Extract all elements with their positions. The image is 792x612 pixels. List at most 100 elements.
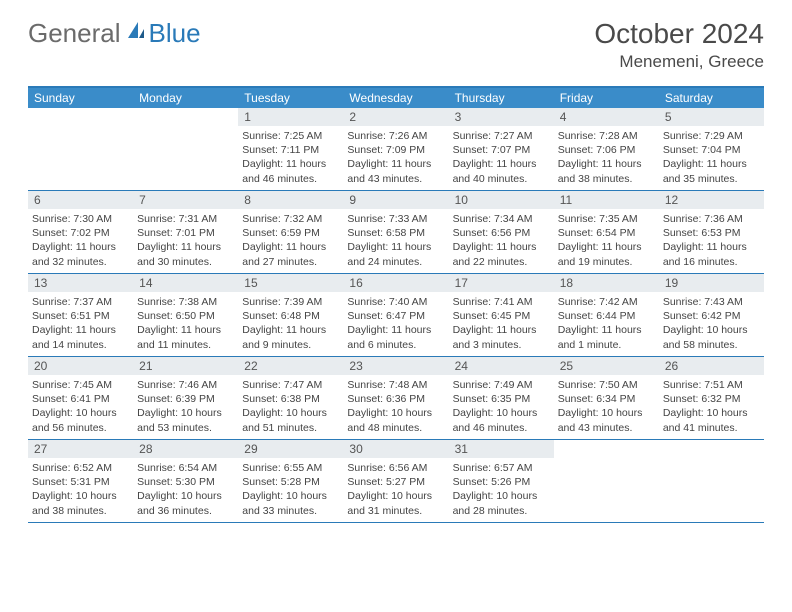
- day-number: 9: [343, 191, 448, 209]
- calendar: SundayMondayTuesdayWednesdayThursdayFrid…: [28, 86, 764, 523]
- day-cell: 3Sunrise: 7:27 AMSunset: 7:07 PMDaylight…: [449, 108, 554, 190]
- daylight-line-1: Daylight: 11 hours: [242, 240, 339, 254]
- day-content: Sunrise: 7:45 AMSunset: 6:41 PMDaylight:…: [28, 375, 133, 439]
- weekday-header: Monday: [133, 88, 238, 108]
- weekday-header: Friday: [554, 88, 659, 108]
- sunrise-line: Sunrise: 6:55 AM: [242, 461, 339, 475]
- week-row: 6Sunrise: 7:30 AMSunset: 7:02 PMDaylight…: [28, 191, 764, 274]
- sunrise-line: Sunrise: 7:36 AM: [663, 212, 760, 226]
- day-cell: 5Sunrise: 7:29 AMSunset: 7:04 PMDaylight…: [659, 108, 764, 190]
- daylight-line-1: Daylight: 11 hours: [663, 240, 760, 254]
- sunrise-line: Sunrise: 7:29 AM: [663, 129, 760, 143]
- sunrise-line: Sunrise: 7:45 AM: [32, 378, 129, 392]
- day-cell: 22Sunrise: 7:47 AMSunset: 6:38 PMDayligh…: [238, 357, 343, 439]
- day-content: Sunrise: 6:56 AMSunset: 5:27 PMDaylight:…: [343, 458, 448, 522]
- day-number: 17: [449, 274, 554, 292]
- sunrise-line: Sunrise: 7:30 AM: [32, 212, 129, 226]
- day-number: 1: [238, 108, 343, 126]
- daylight-line-2: and 24 minutes.: [347, 255, 444, 269]
- sunrise-line: Sunrise: 6:56 AM: [347, 461, 444, 475]
- logo: General Blue: [28, 18, 201, 49]
- day-cell: 7Sunrise: 7:31 AMSunset: 7:01 PMDaylight…: [133, 191, 238, 273]
- sunrise-line: Sunrise: 7:50 AM: [558, 378, 655, 392]
- day-number: 20: [28, 357, 133, 375]
- day-number: 18: [554, 274, 659, 292]
- sunset-line: Sunset: 6:32 PM: [663, 392, 760, 406]
- sunset-line: Sunset: 6:38 PM: [242, 392, 339, 406]
- day-content: Sunrise: 7:31 AMSunset: 7:01 PMDaylight:…: [133, 209, 238, 273]
- daylight-line-1: Daylight: 11 hours: [453, 323, 550, 337]
- daylight-line-2: and 41 minutes.: [663, 421, 760, 435]
- daylight-line-2: and 31 minutes.: [347, 504, 444, 518]
- daylight-line-2: and 58 minutes.: [663, 338, 760, 352]
- sunrise-line: Sunrise: 7:51 AM: [663, 378, 760, 392]
- day-cell: 27Sunrise: 6:52 AMSunset: 5:31 PMDayligh…: [28, 440, 133, 522]
- day-number: 3: [449, 108, 554, 126]
- logo-text-blue: Blue: [149, 18, 201, 49]
- sunset-line: Sunset: 6:59 PM: [242, 226, 339, 240]
- day-cell: 9Sunrise: 7:33 AMSunset: 6:58 PMDaylight…: [343, 191, 448, 273]
- day-cell: 24Sunrise: 7:49 AMSunset: 6:35 PMDayligh…: [449, 357, 554, 439]
- month-title: October 2024: [594, 18, 764, 50]
- day-content: Sunrise: 6:55 AMSunset: 5:28 PMDaylight:…: [238, 458, 343, 522]
- daylight-line-2: and 43 minutes.: [558, 421, 655, 435]
- daylight-line-2: and 38 minutes.: [32, 504, 129, 518]
- day-content: Sunrise: 7:39 AMSunset: 6:48 PMDaylight:…: [238, 292, 343, 356]
- sunrise-line: Sunrise: 6:52 AM: [32, 461, 129, 475]
- day-number: 12: [659, 191, 764, 209]
- sunset-line: Sunset: 6:34 PM: [558, 392, 655, 406]
- day-number: 7: [133, 191, 238, 209]
- day-content: Sunrise: 7:35 AMSunset: 6:54 PMDaylight:…: [554, 209, 659, 273]
- daylight-line-1: Daylight: 11 hours: [242, 323, 339, 337]
- day-cell: 30Sunrise: 6:56 AMSunset: 5:27 PMDayligh…: [343, 440, 448, 522]
- sunrise-line: Sunrise: 7:48 AM: [347, 378, 444, 392]
- day-number: 31: [449, 440, 554, 458]
- day-content: Sunrise: 7:51 AMSunset: 6:32 PMDaylight:…: [659, 375, 764, 439]
- sunrise-line: Sunrise: 7:26 AM: [347, 129, 444, 143]
- sunrise-line: Sunrise: 6:54 AM: [137, 461, 234, 475]
- day-content: Sunrise: 7:30 AMSunset: 7:02 PMDaylight:…: [28, 209, 133, 273]
- day-cell: 12Sunrise: 7:36 AMSunset: 6:53 PMDayligh…: [659, 191, 764, 273]
- day-cell: 25Sunrise: 7:50 AMSunset: 6:34 PMDayligh…: [554, 357, 659, 439]
- daylight-line-2: and 11 minutes.: [137, 338, 234, 352]
- day-number: 6: [28, 191, 133, 209]
- day-number: 24: [449, 357, 554, 375]
- weeks-container: 1Sunrise: 7:25 AMSunset: 7:11 PMDaylight…: [28, 108, 764, 523]
- daylight-line-2: and 48 minutes.: [347, 421, 444, 435]
- daylight-line-1: Daylight: 10 hours: [663, 323, 760, 337]
- day-number: 30: [343, 440, 448, 458]
- day-cell: 31Sunrise: 6:57 AMSunset: 5:26 PMDayligh…: [449, 440, 554, 522]
- sunset-line: Sunset: 6:54 PM: [558, 226, 655, 240]
- daylight-line-2: and 6 minutes.: [347, 338, 444, 352]
- day-content: Sunrise: 7:49 AMSunset: 6:35 PMDaylight:…: [449, 375, 554, 439]
- day-cell: 14Sunrise: 7:38 AMSunset: 6:50 PMDayligh…: [133, 274, 238, 356]
- sunset-line: Sunset: 6:47 PM: [347, 309, 444, 323]
- sunrise-line: Sunrise: 7:38 AM: [137, 295, 234, 309]
- sunrise-line: Sunrise: 7:37 AM: [32, 295, 129, 309]
- day-number: 19: [659, 274, 764, 292]
- daylight-line-1: Daylight: 10 hours: [32, 406, 129, 420]
- daylight-line-1: Daylight: 10 hours: [347, 406, 444, 420]
- day-content: Sunrise: 7:47 AMSunset: 6:38 PMDaylight:…: [238, 375, 343, 439]
- daylight-line-1: Daylight: 10 hours: [453, 489, 550, 503]
- header: General Blue October 2024 Menemeni, Gree…: [0, 0, 792, 80]
- sunset-line: Sunset: 6:44 PM: [558, 309, 655, 323]
- logo-sail-icon: [125, 20, 147, 47]
- day-cell: 21Sunrise: 7:46 AMSunset: 6:39 PMDayligh…: [133, 357, 238, 439]
- day-content: Sunrise: 6:57 AMSunset: 5:26 PMDaylight:…: [449, 458, 554, 522]
- day-cell: 20Sunrise: 7:45 AMSunset: 6:41 PMDayligh…: [28, 357, 133, 439]
- sunset-line: Sunset: 6:39 PM: [137, 392, 234, 406]
- title-block: October 2024 Menemeni, Greece: [594, 18, 764, 72]
- daylight-line-1: Daylight: 11 hours: [453, 157, 550, 171]
- day-cell: 4Sunrise: 7:28 AMSunset: 7:06 PMDaylight…: [554, 108, 659, 190]
- daylight-line-2: and 22 minutes.: [453, 255, 550, 269]
- day-number: 29: [238, 440, 343, 458]
- day-cell: 16Sunrise: 7:40 AMSunset: 6:47 PMDayligh…: [343, 274, 448, 356]
- sunrise-line: Sunrise: 7:46 AM: [137, 378, 234, 392]
- sunrise-line: Sunrise: 7:32 AM: [242, 212, 339, 226]
- daylight-line-1: Daylight: 10 hours: [663, 406, 760, 420]
- weekday-header: Thursday: [449, 88, 554, 108]
- sunset-line: Sunset: 7:01 PM: [137, 226, 234, 240]
- day-content: Sunrise: 7:37 AMSunset: 6:51 PMDaylight:…: [28, 292, 133, 356]
- week-row: 27Sunrise: 6:52 AMSunset: 5:31 PMDayligh…: [28, 440, 764, 523]
